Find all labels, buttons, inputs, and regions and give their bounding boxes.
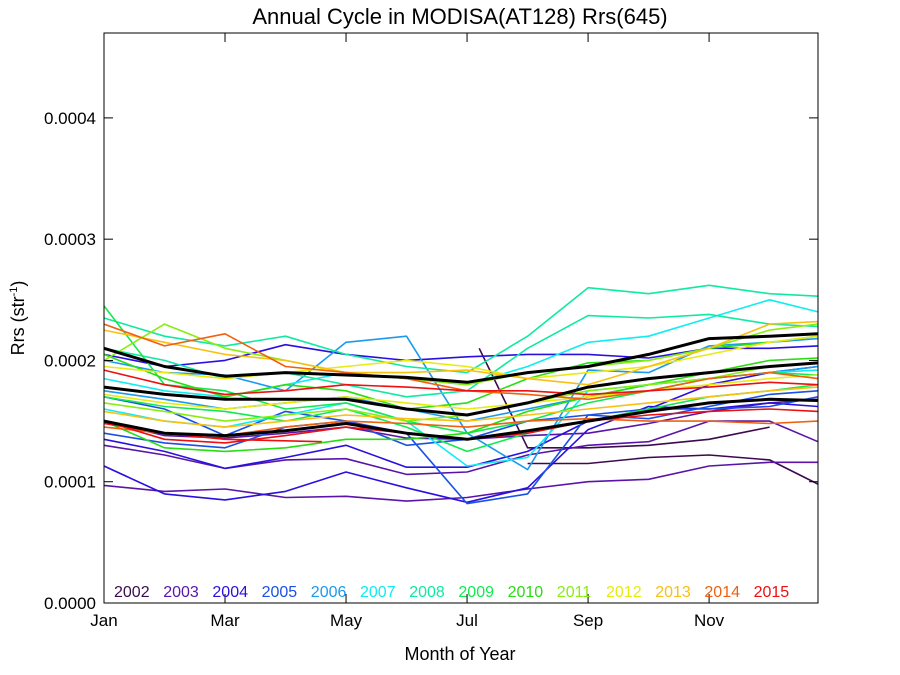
x-tick-label-4: Jul	[456, 611, 478, 630]
series-line-33	[103, 361, 819, 417]
series-line-24	[103, 374, 819, 410]
series-line-34	[103, 397, 819, 441]
y-tick-label-3: 0.0002	[44, 351, 96, 370]
legend-year-2003: 2003	[163, 584, 199, 601]
y-tick-label-2: 0.0001	[44, 473, 96, 492]
legend: 2002 2003 2004 2005 2006 2007 2008 2009 2010 2011…	[114, 584, 789, 601]
chart-title: Annual Cycle in MODISA(AT128) Rrs(645)	[252, 4, 667, 29]
series-line-3	[103, 461, 818, 502]
legend-year-2006: 2006	[311, 584, 347, 601]
series-line-23	[103, 335, 819, 380]
legend-year-2007: 2007	[360, 584, 396, 601]
legend-year-2005: 2005	[262, 584, 298, 601]
series-line-25	[103, 320, 819, 386]
legend-year-2013: 2013	[655, 584, 691, 601]
legend-year-2014: 2014	[704, 584, 740, 601]
legend-year-2011: 2011	[557, 584, 592, 601]
series-layer	[103, 284, 819, 505]
x-tick-label-2: Mar	[210, 611, 240, 630]
legend-year-2015: 2015	[754, 584, 790, 601]
y-axis-label-close: )	[8, 281, 28, 287]
x-tick-label-3: May	[330, 611, 363, 630]
series-line-15	[103, 284, 819, 374]
y-tick-label-4: 0.0003	[44, 230, 96, 249]
series-line-29	[103, 369, 819, 396]
legend-year-2008: 2008	[409, 584, 445, 601]
x-tick-label-1: Jan	[90, 611, 117, 630]
y-axis-label-sup: -1	[8, 287, 20, 297]
x-tick-label-6: Nov	[694, 611, 725, 630]
y-axis-label-main: Rrs (str	[8, 296, 28, 355]
series-line-32	[103, 332, 819, 384]
legend-year-2010: 2010	[508, 584, 544, 601]
series-line-2	[527, 454, 819, 485]
x-tick-label-5: Sep	[573, 611, 603, 630]
y-tick-label-1: 0.0000	[44, 594, 96, 613]
legend-year-2004: 2004	[212, 584, 248, 601]
legend-year-2012: 2012	[606, 584, 642, 601]
series-line-26	[103, 386, 819, 428]
tick-layer: 0.0000 0.0001 0.0002 0.0003 0.0004 Jan Mar May J…	[44, 33, 818, 630]
y-tick-label-5: 0.0004	[44, 109, 96, 128]
y-axis-label: Rrs (str-1)	[8, 281, 28, 356]
legend-year-2009: 2009	[458, 584, 494, 601]
x-axis-label: Month of Year	[404, 644, 515, 664]
legend-year-2002: 2002	[114, 584, 150, 601]
series-line-6	[103, 402, 819, 504]
plot-frame	[103, 32, 819, 604]
